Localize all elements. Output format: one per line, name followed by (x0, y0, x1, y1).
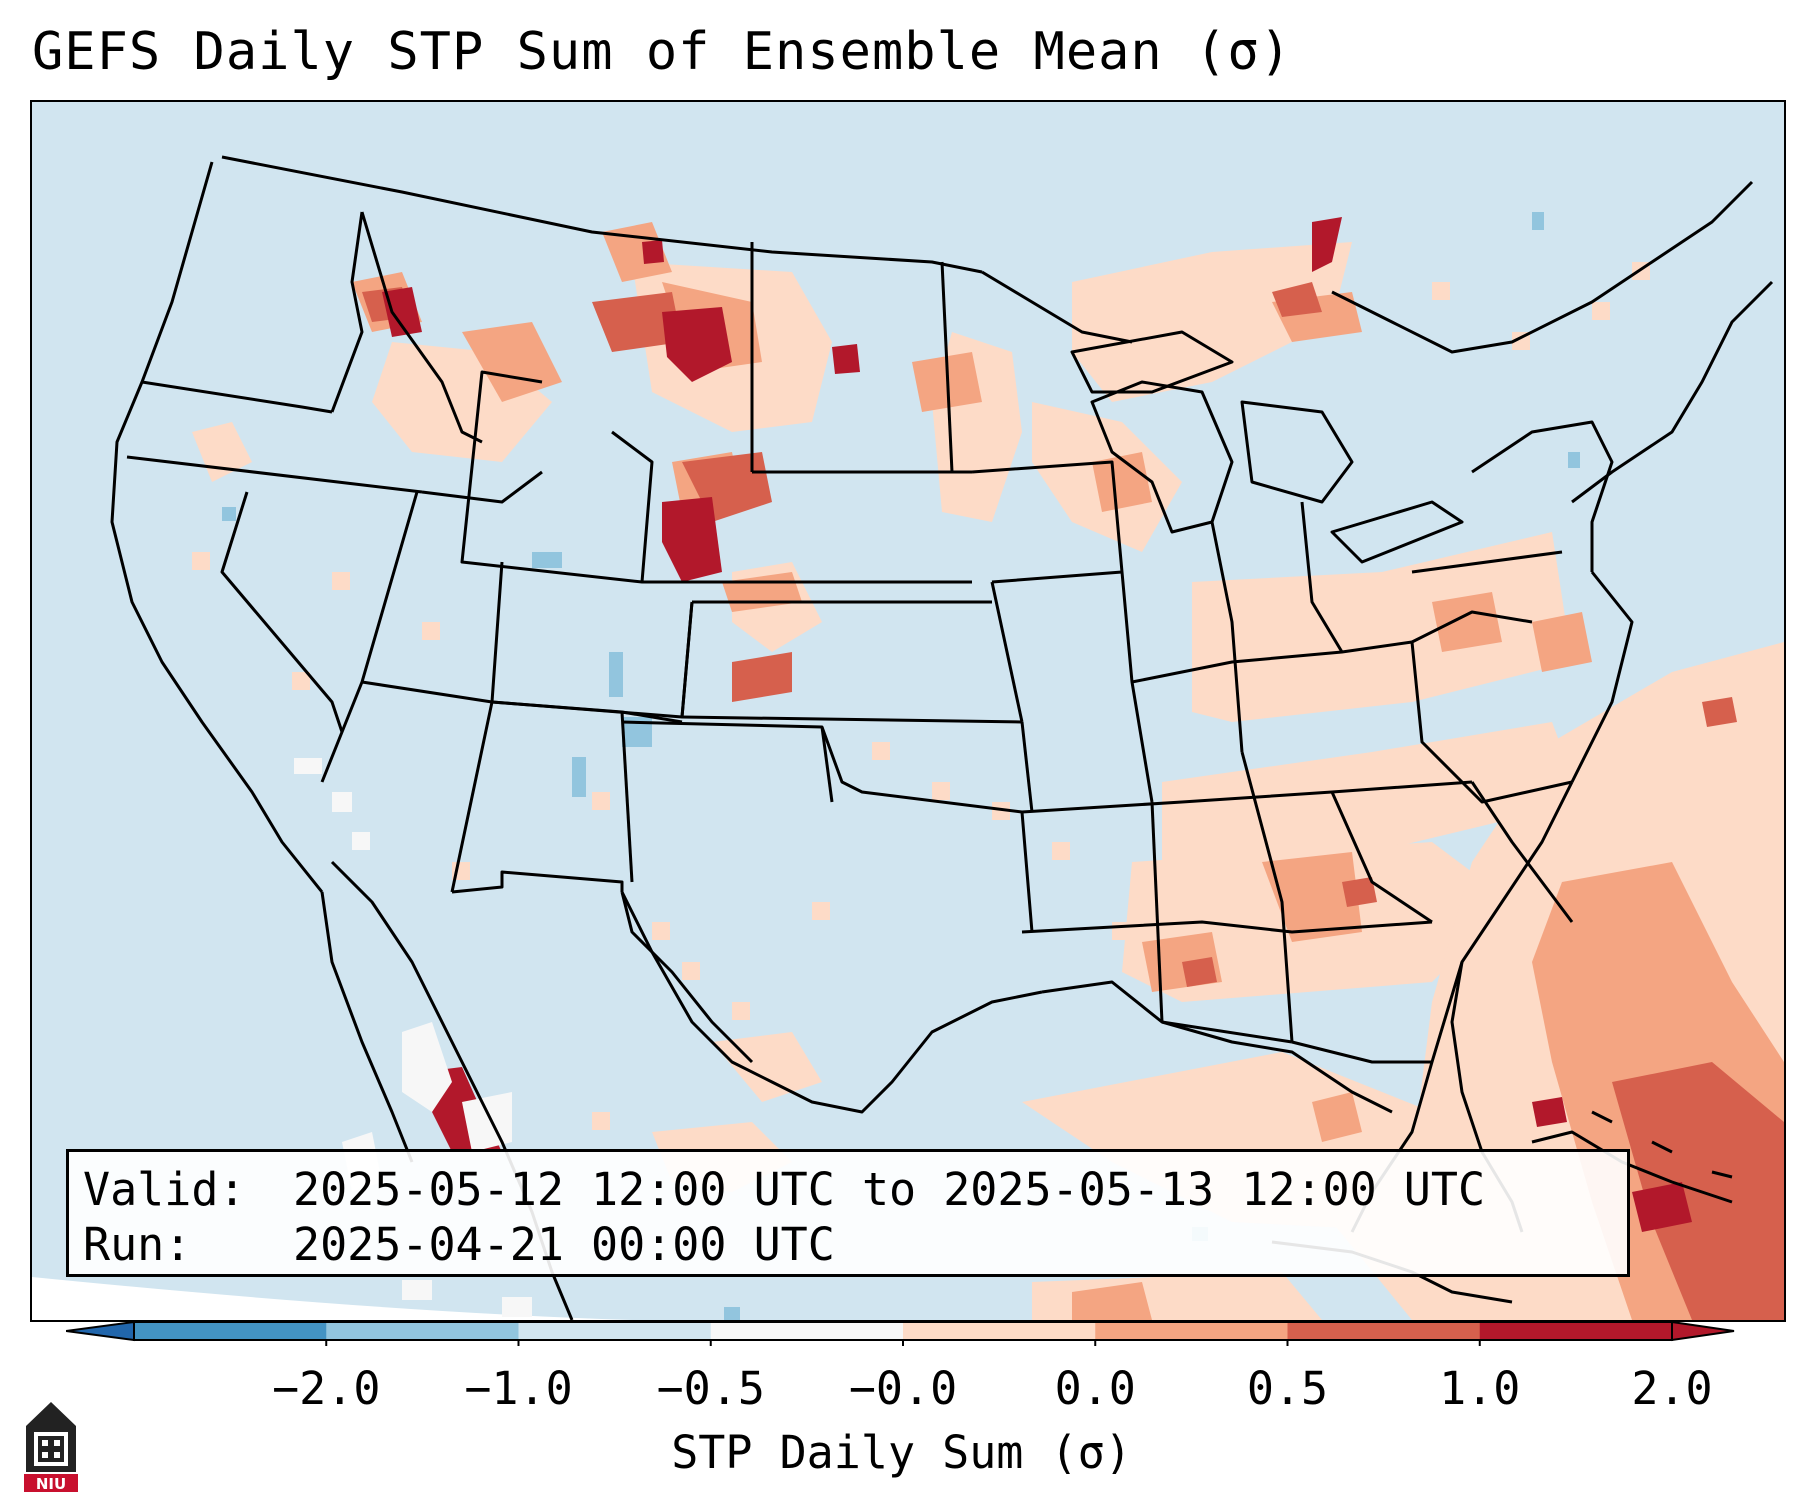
map-canvas (32, 155, 1784, 1320)
validity-info-box: Valid: 2025-05-12 12:00 UTC to 2025-05-13… (66, 1149, 1630, 1277)
colorbar-tick-label: −0.5 (656, 1362, 765, 1415)
colorbar-tick-label: −1.0 (464, 1362, 573, 1415)
valid-row: Valid: 2025-05-12 12:00 UTC to 2025-05-13… (83, 1162, 1613, 1217)
page-title: GEFS Daily STP Sum of Ensemble Mean (σ) (32, 22, 1292, 82)
colorbar-segment (710, 1322, 904, 1340)
colorbar-frame (133, 1321, 1673, 1341)
state-borders (110, 155, 1774, 1320)
colorbar-segment (518, 1322, 712, 1340)
run-value: 2025-04-21 00:00 UTC (293, 1218, 835, 1271)
colorbar-segments (66, 1320, 1735, 1346)
colorbar-segment (1287, 1322, 1481, 1340)
colorbar-segment (134, 1322, 327, 1340)
colorbar-segment (1479, 1322, 1673, 1340)
colorbar-tick-label: 0.5 (1246, 1362, 1329, 1415)
colorbar-over-arrow (1671, 1320, 1735, 1342)
valid-label: Valid: (83, 1163, 246, 1216)
map-panel[interactable] (30, 100, 1786, 1322)
run-row: Run: 2025-04-21 00:00 UTC (83, 1217, 1613, 1272)
colorbar-tick-label: −0.0 (848, 1362, 958, 1415)
niu-logo: NIU (24, 1402, 78, 1493)
logo-text: NIU (36, 1475, 66, 1493)
colorbar-tick-label: −2.0 (272, 1362, 381, 1415)
colorbar-tick-label: 1.0 (1439, 1362, 1521, 1415)
valid-value: 2025-05-12 12:00 UTC to 2025-05-13 12:00… (293, 1163, 1486, 1216)
colorbar-segment (1095, 1322, 1288, 1340)
colorbar-label: STP Daily Sum (σ) (671, 1426, 1132, 1479)
colorbar-segment (326, 1322, 519, 1340)
colorbar-tick-label: 0.0 (1054, 1362, 1136, 1415)
colorbar-under-arrow (66, 1320, 135, 1342)
domain-edge (32, 1277, 632, 1320)
colorbar-segment (903, 1322, 1096, 1340)
colorbar (66, 1320, 1735, 1346)
run-label: Run: (83, 1218, 192, 1271)
colorbar-tick-label: 2.0 (1631, 1362, 1713, 1415)
